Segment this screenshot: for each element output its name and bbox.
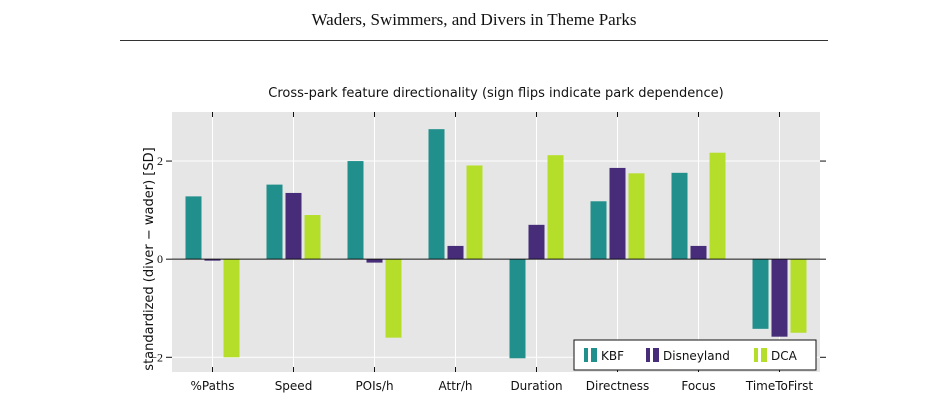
x-tick-label: Speed — [275, 379, 313, 393]
bar-dca-attrh — [466, 165, 483, 260]
legend: KBF Disneyland DCA — [573, 339, 817, 371]
y-tick-label: 0 — [157, 252, 163, 266]
bar-dca-timetofirst — [790, 259, 807, 333]
x-tick-label: POIs/h — [355, 379, 393, 393]
page-header: Waders, Swimmers, and Divers in Theme Pa… — [0, 0, 948, 41]
header-rule — [120, 40, 828, 41]
bar-dca-speed — [304, 215, 321, 260]
bar-disneyland-directness — [609, 167, 626, 260]
x-tick-label: %Paths — [190, 379, 234, 393]
bar-disneyland-poish — [366, 259, 383, 263]
bar-dca-directness — [628, 173, 645, 260]
legend-swatch-thin — [646, 348, 650, 362]
bar-kbf-attrh — [428, 129, 445, 260]
bar-kbf-speed — [266, 184, 283, 260]
x-tick-label: TimeToFirst — [745, 379, 814, 393]
bar-kbf-paths — [185, 196, 202, 260]
bar-dca-poish — [385, 259, 402, 338]
bar-kbf-poish — [347, 161, 364, 260]
bar-disneyland-duration — [528, 224, 545, 260]
y-axis-label: standardized (diver − wader) [SD] — [142, 147, 157, 370]
bar-dca-focus — [709, 152, 726, 260]
bar-disneyland-timetofirst — [771, 259, 788, 337]
bar-dca-paths — [223, 259, 240, 358]
x-tick-label: Directness — [586, 379, 649, 393]
legend-swatch-thin — [754, 348, 758, 362]
legend-swatch-thin — [584, 348, 588, 362]
legend-swatch-kbf — [591, 348, 597, 362]
x-tick-label: Duration — [510, 379, 562, 393]
legend-label: KBF — [601, 349, 624, 363]
page-header-title: Waders, Swimmers, and Divers in Theme Pa… — [311, 10, 637, 29]
legend-swatch-disneyland — [653, 348, 659, 362]
bar-dca-duration — [547, 155, 564, 260]
bar-kbf-directness — [590, 201, 607, 260]
bar-disneyland-paths — [204, 259, 221, 261]
bar-disneyland-attrh — [447, 245, 464, 260]
bar-disneyland-speed — [285, 192, 302, 260]
bar-kbf-focus — [671, 172, 688, 260]
chart-title: Cross-park feature directionality (sign … — [268, 86, 723, 101]
legend-swatch-dca — [761, 348, 767, 362]
x-tick-label: Focus — [681, 379, 715, 393]
legend-box — [573, 339, 817, 371]
legend-label: DCA — [771, 349, 798, 363]
legend-label: Disneyland — [663, 349, 730, 363]
y-tick-label: −2 — [150, 350, 163, 364]
plot-area: −2 0 2 %Paths Speed POIs/h Attr/h Duration Direc… — [150, 112, 826, 393]
x-tick-label: Attr/h — [439, 379, 473, 393]
bar-kbf-duration — [509, 259, 526, 359]
bar-kbf-timetofirst — [752, 259, 769, 329]
bar-disneyland-focus — [690, 245, 707, 260]
y-tick-label: 2 — [157, 154, 163, 168]
